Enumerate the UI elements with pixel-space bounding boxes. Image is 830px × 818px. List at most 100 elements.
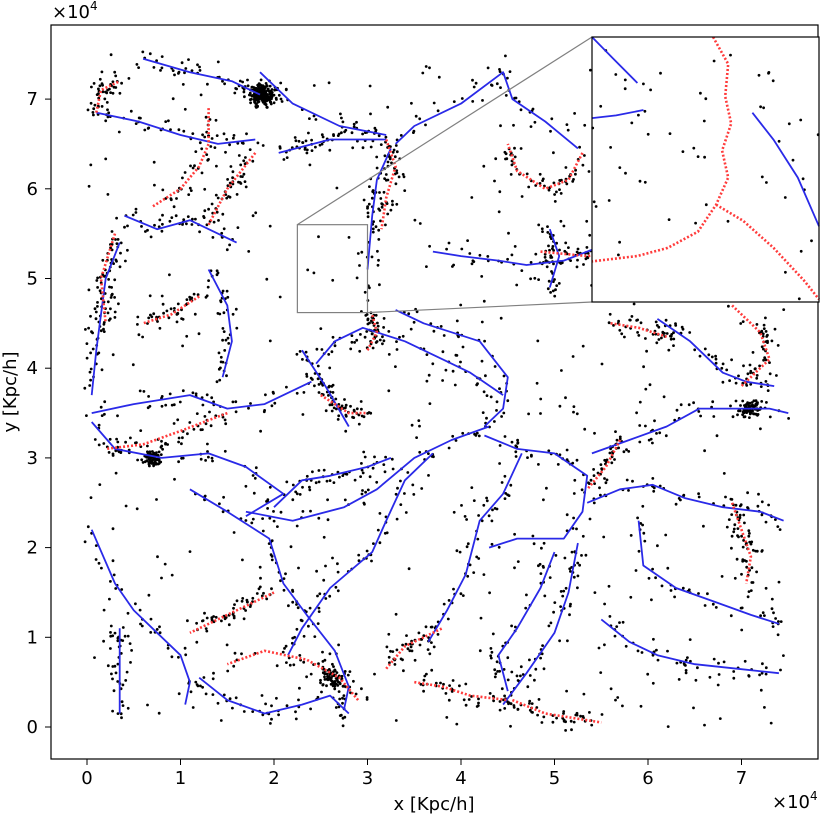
data-point [304,350,308,354]
data-point [564,729,567,732]
data-point [546,231,550,234]
data-point [635,319,638,322]
data-point [592,468,595,471]
data-point [558,188,561,192]
data-point [486,66,490,70]
data-point [549,621,553,625]
axes-frame [50,24,819,760]
data-point [320,142,324,146]
data-point [231,400,235,404]
data-point [644,424,647,428]
data-point [225,138,229,141]
data-point [342,694,346,697]
data-point [516,679,520,682]
data-point [221,289,225,293]
data-point [602,535,606,539]
data-point [317,480,321,484]
data-point [382,317,386,320]
data-point [750,401,754,404]
inset-data-point [784,270,787,274]
y-axis-label: y [Kpc/h] [0,351,21,432]
data-point [367,202,371,206]
data-point [378,191,381,194]
data-point [321,650,324,654]
data-point [226,336,230,340]
data-point [109,296,113,299]
inset-data-point [799,118,803,122]
data-point [652,486,656,490]
data-point [381,335,384,339]
data-point [422,689,425,693]
data-point [264,82,268,85]
data-point [131,363,135,367]
data-point [180,442,183,446]
data-point [640,651,644,654]
data-point [765,401,768,404]
data-point [755,374,759,377]
data-point [593,482,596,485]
data-point [565,458,569,462]
data-point [181,176,184,180]
data-point [93,656,96,659]
blue-filament [142,57,261,96]
data-point [188,186,192,190]
data-point [168,219,172,223]
data-point [513,146,516,150]
data-point [442,602,446,606]
data-point [770,339,774,343]
data-point [776,633,780,637]
data-point [655,324,659,327]
data-point [598,486,601,490]
data-point [502,668,506,671]
inset-blue-filament [591,109,644,119]
data-point [405,634,408,637]
data-point [623,335,626,339]
data-point [361,489,364,492]
data-point [305,675,308,679]
x-tick-label: 3 [362,768,373,789]
data-point [219,355,223,359]
data-point [250,521,254,525]
data-point [143,128,147,132]
data-point [722,660,726,664]
data-point [498,462,501,465]
inset-data-point [649,88,652,92]
data-point [256,104,259,108]
data-point [574,172,577,176]
data-point [146,703,149,707]
data-point [730,546,733,550]
data-point [470,486,474,489]
data-point [761,662,764,666]
data-point [98,77,102,81]
data-point [572,410,575,414]
data-point [180,308,183,312]
data-point [134,207,138,211]
data-point [730,358,733,362]
data-point [689,659,692,663]
data-point [177,655,180,659]
data-point [195,412,199,415]
data-point [261,529,265,533]
data-point [111,677,114,681]
data-point [477,514,480,517]
data-point [388,157,392,161]
data-point [295,603,298,606]
data-point [666,649,669,653]
data-point [421,71,425,75]
data-point [499,316,503,320]
data-point [259,78,263,82]
data-point [373,126,377,130]
data-point [216,60,220,64]
data-point [363,335,367,339]
data-point [294,717,298,721]
data-point [252,491,256,495]
inset-data-point [787,122,791,126]
data-point [507,231,510,235]
data-point [190,69,194,72]
data-point [231,706,234,710]
data-point [564,396,567,400]
data-point [185,222,188,226]
data-point [679,403,683,407]
data-point [490,519,494,523]
data-point [227,195,230,198]
